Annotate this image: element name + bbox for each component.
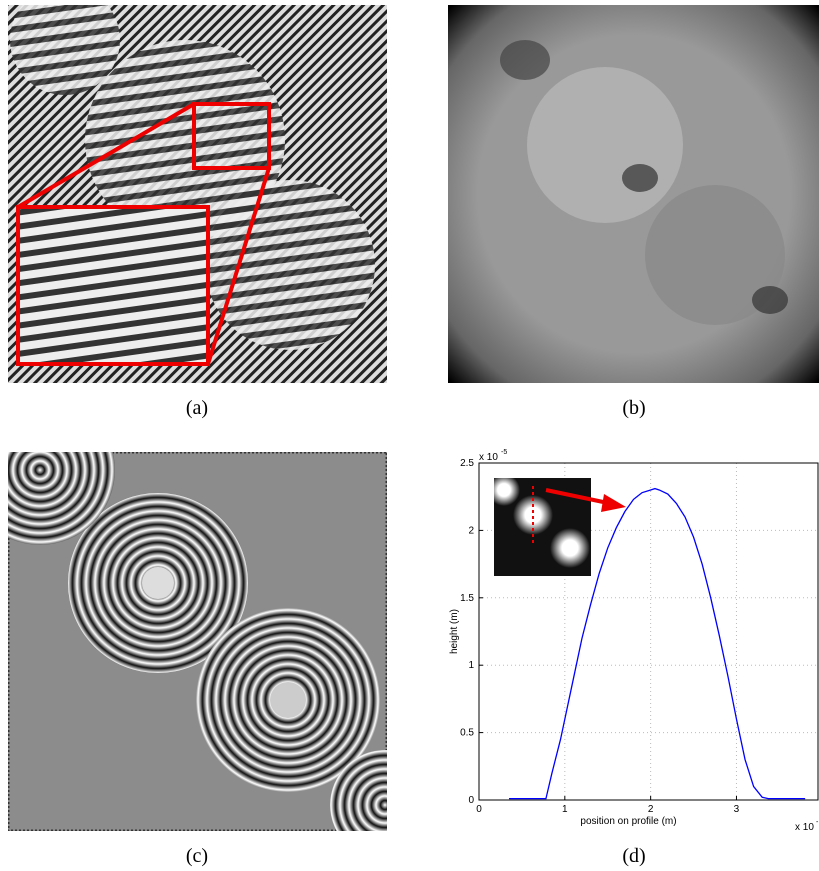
x-tick-label: 1: [562, 804, 568, 815]
y-tick-label: 0: [468, 795, 474, 806]
y-tick-label: 2.5: [460, 458, 474, 469]
caption: (a): [186, 397, 208, 419]
caption: (b): [622, 397, 645, 419]
caption: (d): [622, 845, 645, 867]
caption: (c): [186, 845, 208, 867]
y-exponent: -5: [501, 449, 507, 456]
y-tick-label: 1: [468, 660, 474, 671]
y-multiplier: x 10: [479, 452, 498, 463]
x-tick-label: 3: [734, 804, 740, 815]
x-axis-label: position on profile (m): [580, 816, 676, 827]
y-tick-label: 2: [468, 525, 474, 536]
x-multiplier: x 10: [795, 822, 814, 833]
y-tick-label: 1.5: [460, 593, 474, 604]
x-tick-label: 0: [476, 804, 482, 815]
y-axis-label: height (m): [449, 609, 460, 654]
panel-c-image: [0, 395, 440, 860]
figure: (a) (b) (c) 0 0.5 1 1.5 2 2.5 0 1 2 3 position on …: [0, 0, 819, 871]
panel-b-image: [448, 5, 819, 383]
x-tick-label: 2: [648, 804, 654, 815]
y-tick-label: 0.5: [460, 728, 474, 739]
